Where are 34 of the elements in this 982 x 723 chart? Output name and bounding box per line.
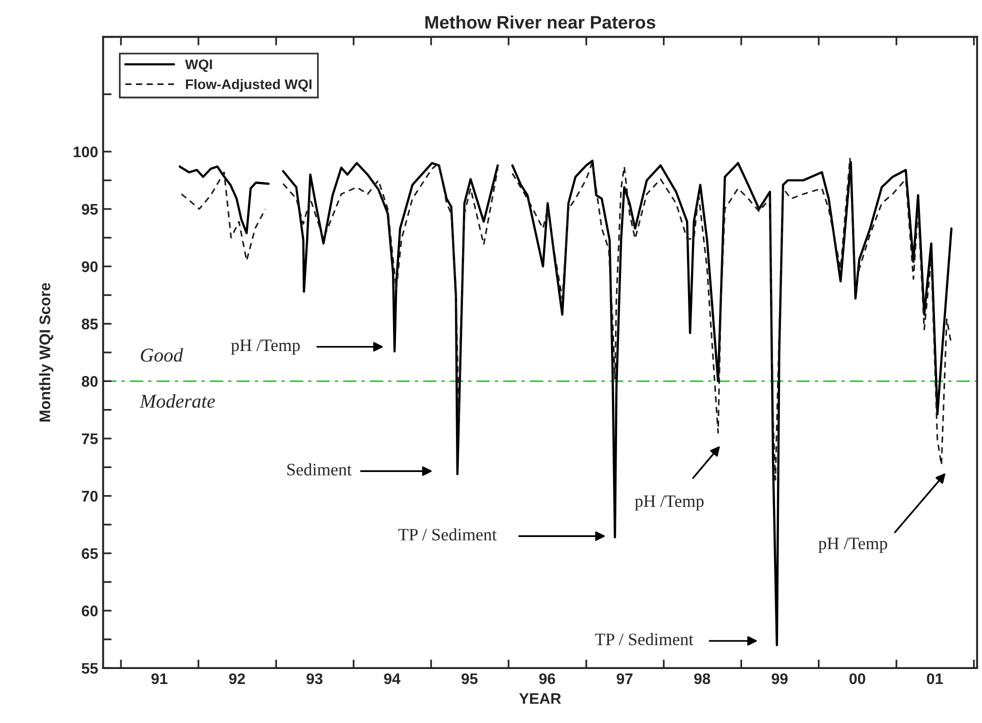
- y-axis-title: Monthly WQI Score: [39, 282, 54, 422]
- y-tick-label: 65: [82, 548, 98, 559]
- legend-label: WQI: [185, 59, 212, 72]
- y-tick-label: 70: [82, 490, 98, 502]
- x-tick-label: 95: [462, 673, 478, 684]
- annotation: TP / Sediment: [595, 633, 694, 646]
- y-tick-label: 100: [74, 146, 98, 158]
- annotation: pH /Temp: [818, 538, 888, 553]
- y-tick-label: 95: [82, 204, 98, 215]
- annotation: Good: [140, 348, 184, 362]
- x-tick-label: 91: [151, 673, 168, 684]
- x-tick-label: 01: [926, 673, 943, 684]
- x-axis-title: YEAR: [519, 693, 562, 704]
- x-tick-label: 94: [384, 673, 400, 684]
- x-tick-label: 99: [772, 673, 788, 684]
- y-tick-label: 80: [82, 376, 98, 387]
- x-tick-label: 93: [306, 673, 322, 684]
- x-tick-label: 00: [849, 673, 866, 684]
- x-tick-label: 97: [616, 673, 633, 684]
- chart-title: Methow River near Pateros: [425, 15, 656, 29]
- annotation: TP / Sediment: [398, 528, 497, 540]
- y-tick-label: 90: [82, 261, 98, 272]
- annotation: Moderate: [140, 394, 215, 408]
- y-tick-label: 85: [82, 318, 98, 330]
- y-tick-label: 60: [82, 606, 98, 616]
- x-tick-label: 96: [539, 673, 556, 684]
- x-tick-label: 92: [229, 673, 245, 684]
- annotation: pH /Temp: [634, 495, 704, 511]
- y-tick-label: 75: [82, 434, 98, 444]
- y-tick-label: 55: [82, 663, 98, 674]
- annotation: Sediment: [287, 463, 352, 476]
- annotation: pH /Temp: [231, 340, 300, 355]
- x-tick-label: 98: [694, 673, 710, 684]
- legend-label: Flow-Adjusted WQI: [186, 78, 312, 92]
